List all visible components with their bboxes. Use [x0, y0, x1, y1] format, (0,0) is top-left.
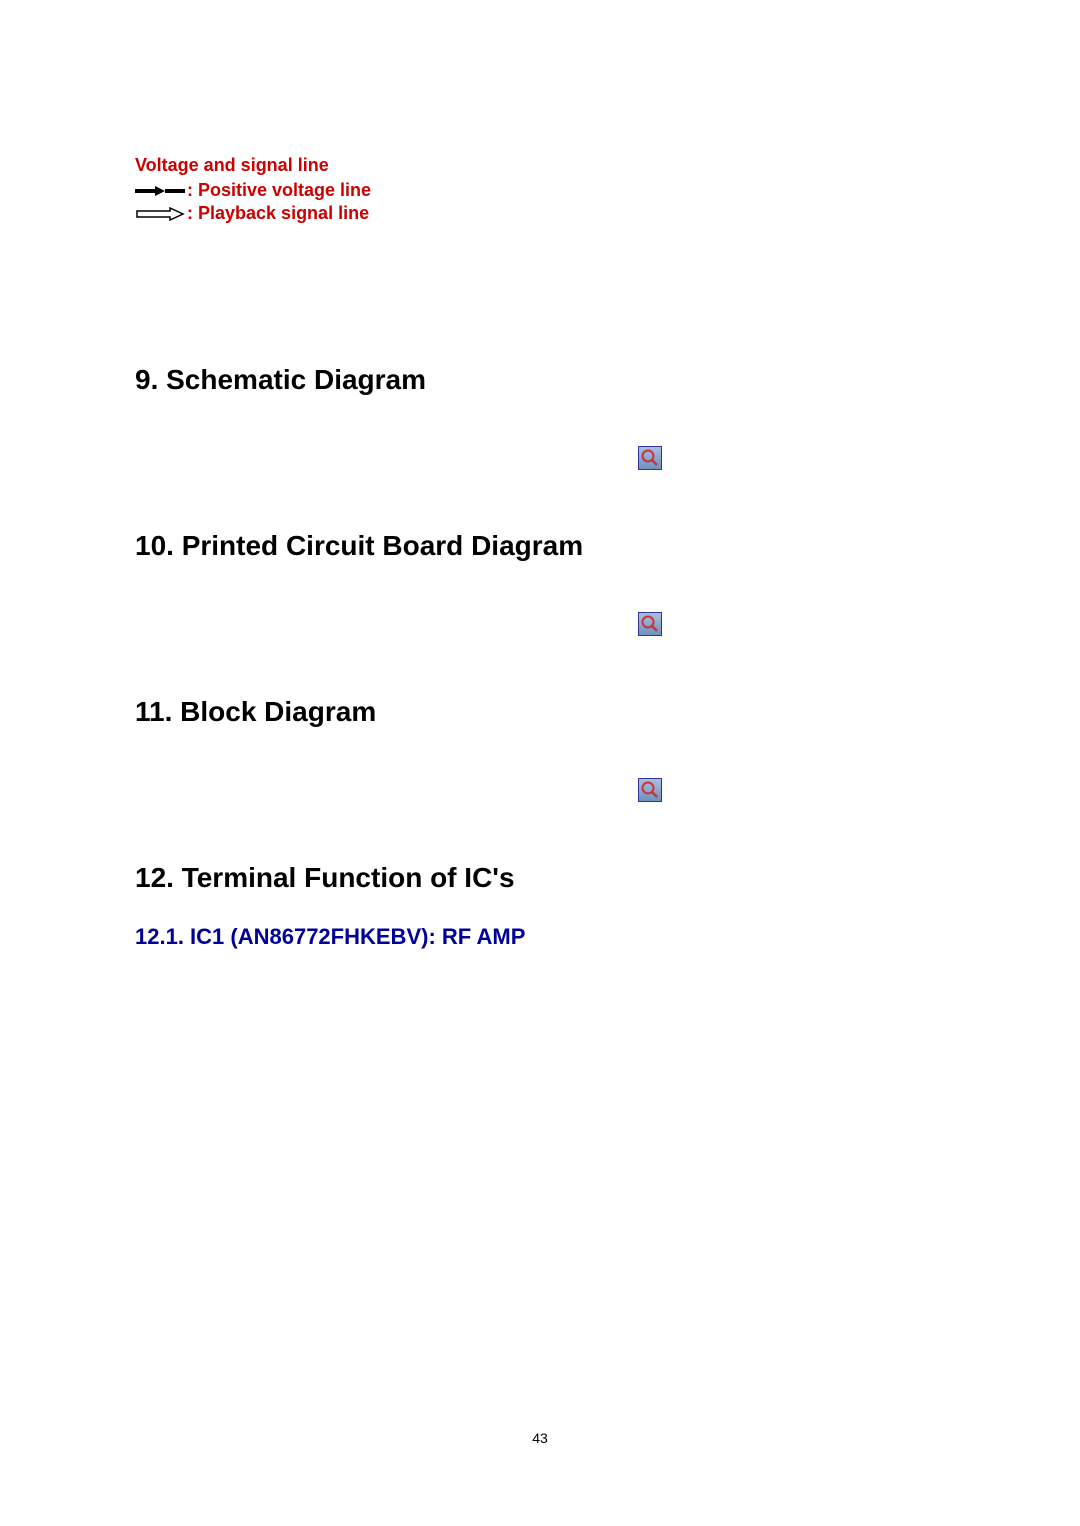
magnifier-row-10: [135, 612, 945, 641]
legend-title: Voltage and signal line: [135, 155, 945, 176]
magnifier-row-9: [135, 446, 945, 475]
legend-row-playback: : Playback signal line: [135, 203, 945, 224]
legend-row-positive: : Positive voltage line: [135, 180, 945, 201]
magnifier-row-11: [135, 778, 945, 807]
section-10: 10. Printed Circuit Board Diagram: [135, 530, 945, 562]
magnifier-icon[interactable]: [638, 612, 662, 636]
section-11-heading: 11. Block Diagram: [135, 696, 945, 728]
section-9: 9. Schematic Diagram: [135, 364, 945, 396]
legend-playback-label: : Playback signal line: [187, 203, 369, 224]
legend-block: Voltage and signal line : Positive volta…: [135, 155, 945, 224]
page-number: 43: [0, 1430, 1080, 1446]
section-10-heading: 10. Printed Circuit Board Diagram: [135, 530, 945, 562]
magnifier-icon[interactable]: [638, 446, 662, 470]
section-12: 12. Terminal Function of IC's 12.1. IC1 …: [135, 862, 945, 950]
section-12-1-heading: 12.1. IC1 (AN86772FHKEBV): RF AMP: [135, 924, 945, 950]
magnifier-icon[interactable]: [638, 778, 662, 802]
hollow-arrow-icon: [135, 207, 185, 221]
section-9-heading: 9. Schematic Diagram: [135, 364, 945, 396]
legend-positive-label: : Positive voltage line: [187, 180, 371, 201]
solid-arrow-icon: [135, 184, 185, 198]
section-11: 11. Block Diagram: [135, 696, 945, 728]
section-12-heading: 12. Terminal Function of IC's: [135, 862, 945, 894]
